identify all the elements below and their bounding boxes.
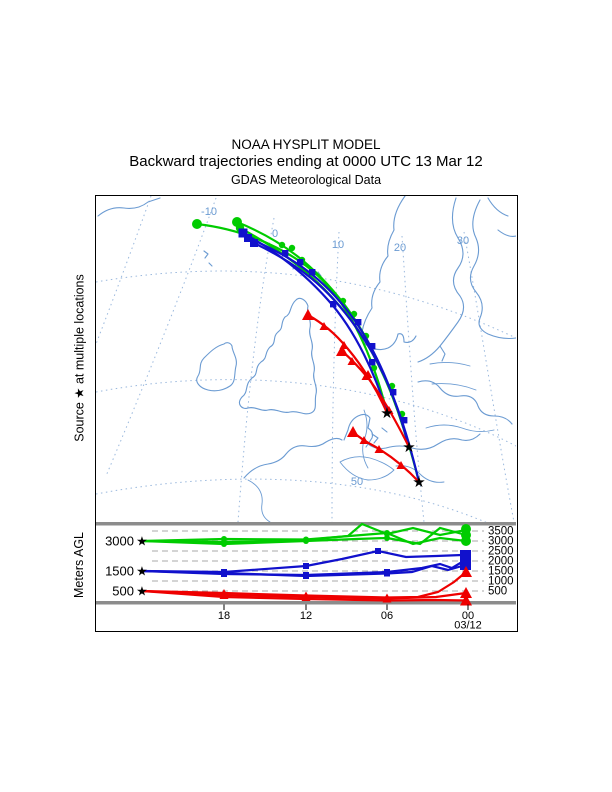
time-tick-00: 00: [462, 610, 474, 622]
lon-label-10: 10: [332, 239, 344, 251]
source-side-label: Source ★ at multiple locations: [72, 274, 87, 442]
profile-star-3000: ★: [136, 534, 148, 549]
profile-markers-1500m: [221, 548, 471, 579]
figure-met-data-label: GDAS Meteorological Data: [230, 173, 382, 187]
lon-label-minus10: -10: [201, 206, 217, 218]
time-tick-18: 18: [218, 610, 230, 622]
height-axis-label-2500: 2500: [488, 546, 514, 558]
map-graticule: [96, 196, 516, 522]
blue-endpoint-cluster: [460, 550, 471, 570]
height-axis-label-2000: 2000: [488, 556, 514, 568]
trajectory-map-panel: -10 0 10 20 30 50: [96, 196, 516, 522]
time-tick-06: 06: [381, 610, 393, 622]
lat-label-50: 50: [351, 476, 363, 488]
height-axis-label-1500: 1500: [488, 566, 514, 578]
start-height-label-1500: 1500: [105, 564, 134, 579]
bottom-separator-bar: [96, 601, 516, 605]
figure-title: NOAA HYSPLIT MODEL: [231, 137, 381, 152]
source-star-marker: ★: [402, 439, 415, 456]
profile-markers-500m: [219, 566, 472, 606]
start-height-label-3000: 3000: [105, 534, 134, 549]
plot-frame: [95, 195, 518, 632]
source-star-marker: ★: [380, 405, 393, 422]
map-markers-500m: [302, 309, 406, 469]
height-axis-label-1000: 1000: [488, 576, 514, 588]
lon-label-0: 0: [272, 228, 278, 240]
coastlines: [97, 196, 516, 522]
figure-subtitle: Backward trajectories ending at 0000 UTC…: [129, 153, 483, 170]
profile-star-1500: ★: [136, 564, 148, 579]
height-profile-panel: ★ ★ ★ 3000 1500 500 3500 3000 2500 2000 …: [96, 522, 516, 630]
date-label: 03/12: [454, 620, 482, 631]
profile-lines-1500m: [141, 549, 463, 578]
height-axis-label-500: 500: [488, 586, 507, 598]
top-separator-bar: [96, 522, 516, 526]
meters-agl-axis-label: Meters AGL: [72, 532, 86, 598]
start-height-label-500: 500: [112, 584, 134, 599]
height-axis-label-3500: 3500: [488, 526, 514, 538]
map-trajectories-3000m: [196, 220, 421, 483]
source-star-marker: ★: [412, 474, 425, 491]
height-axis-label-3000: 3000: [488, 536, 514, 548]
profile-markers-3000m: [221, 524, 471, 547]
profile-lines-500m: [141, 571, 467, 602]
lon-label-20: 20: [394, 242, 406, 254]
time-tick-12: 12: [300, 610, 312, 622]
map-markers-1500m: [238, 228, 408, 424]
profile-star-500: ★: [136, 584, 148, 599]
lon-label-30: 30: [457, 235, 469, 247]
map-trajectories-1500m: [242, 232, 421, 483]
